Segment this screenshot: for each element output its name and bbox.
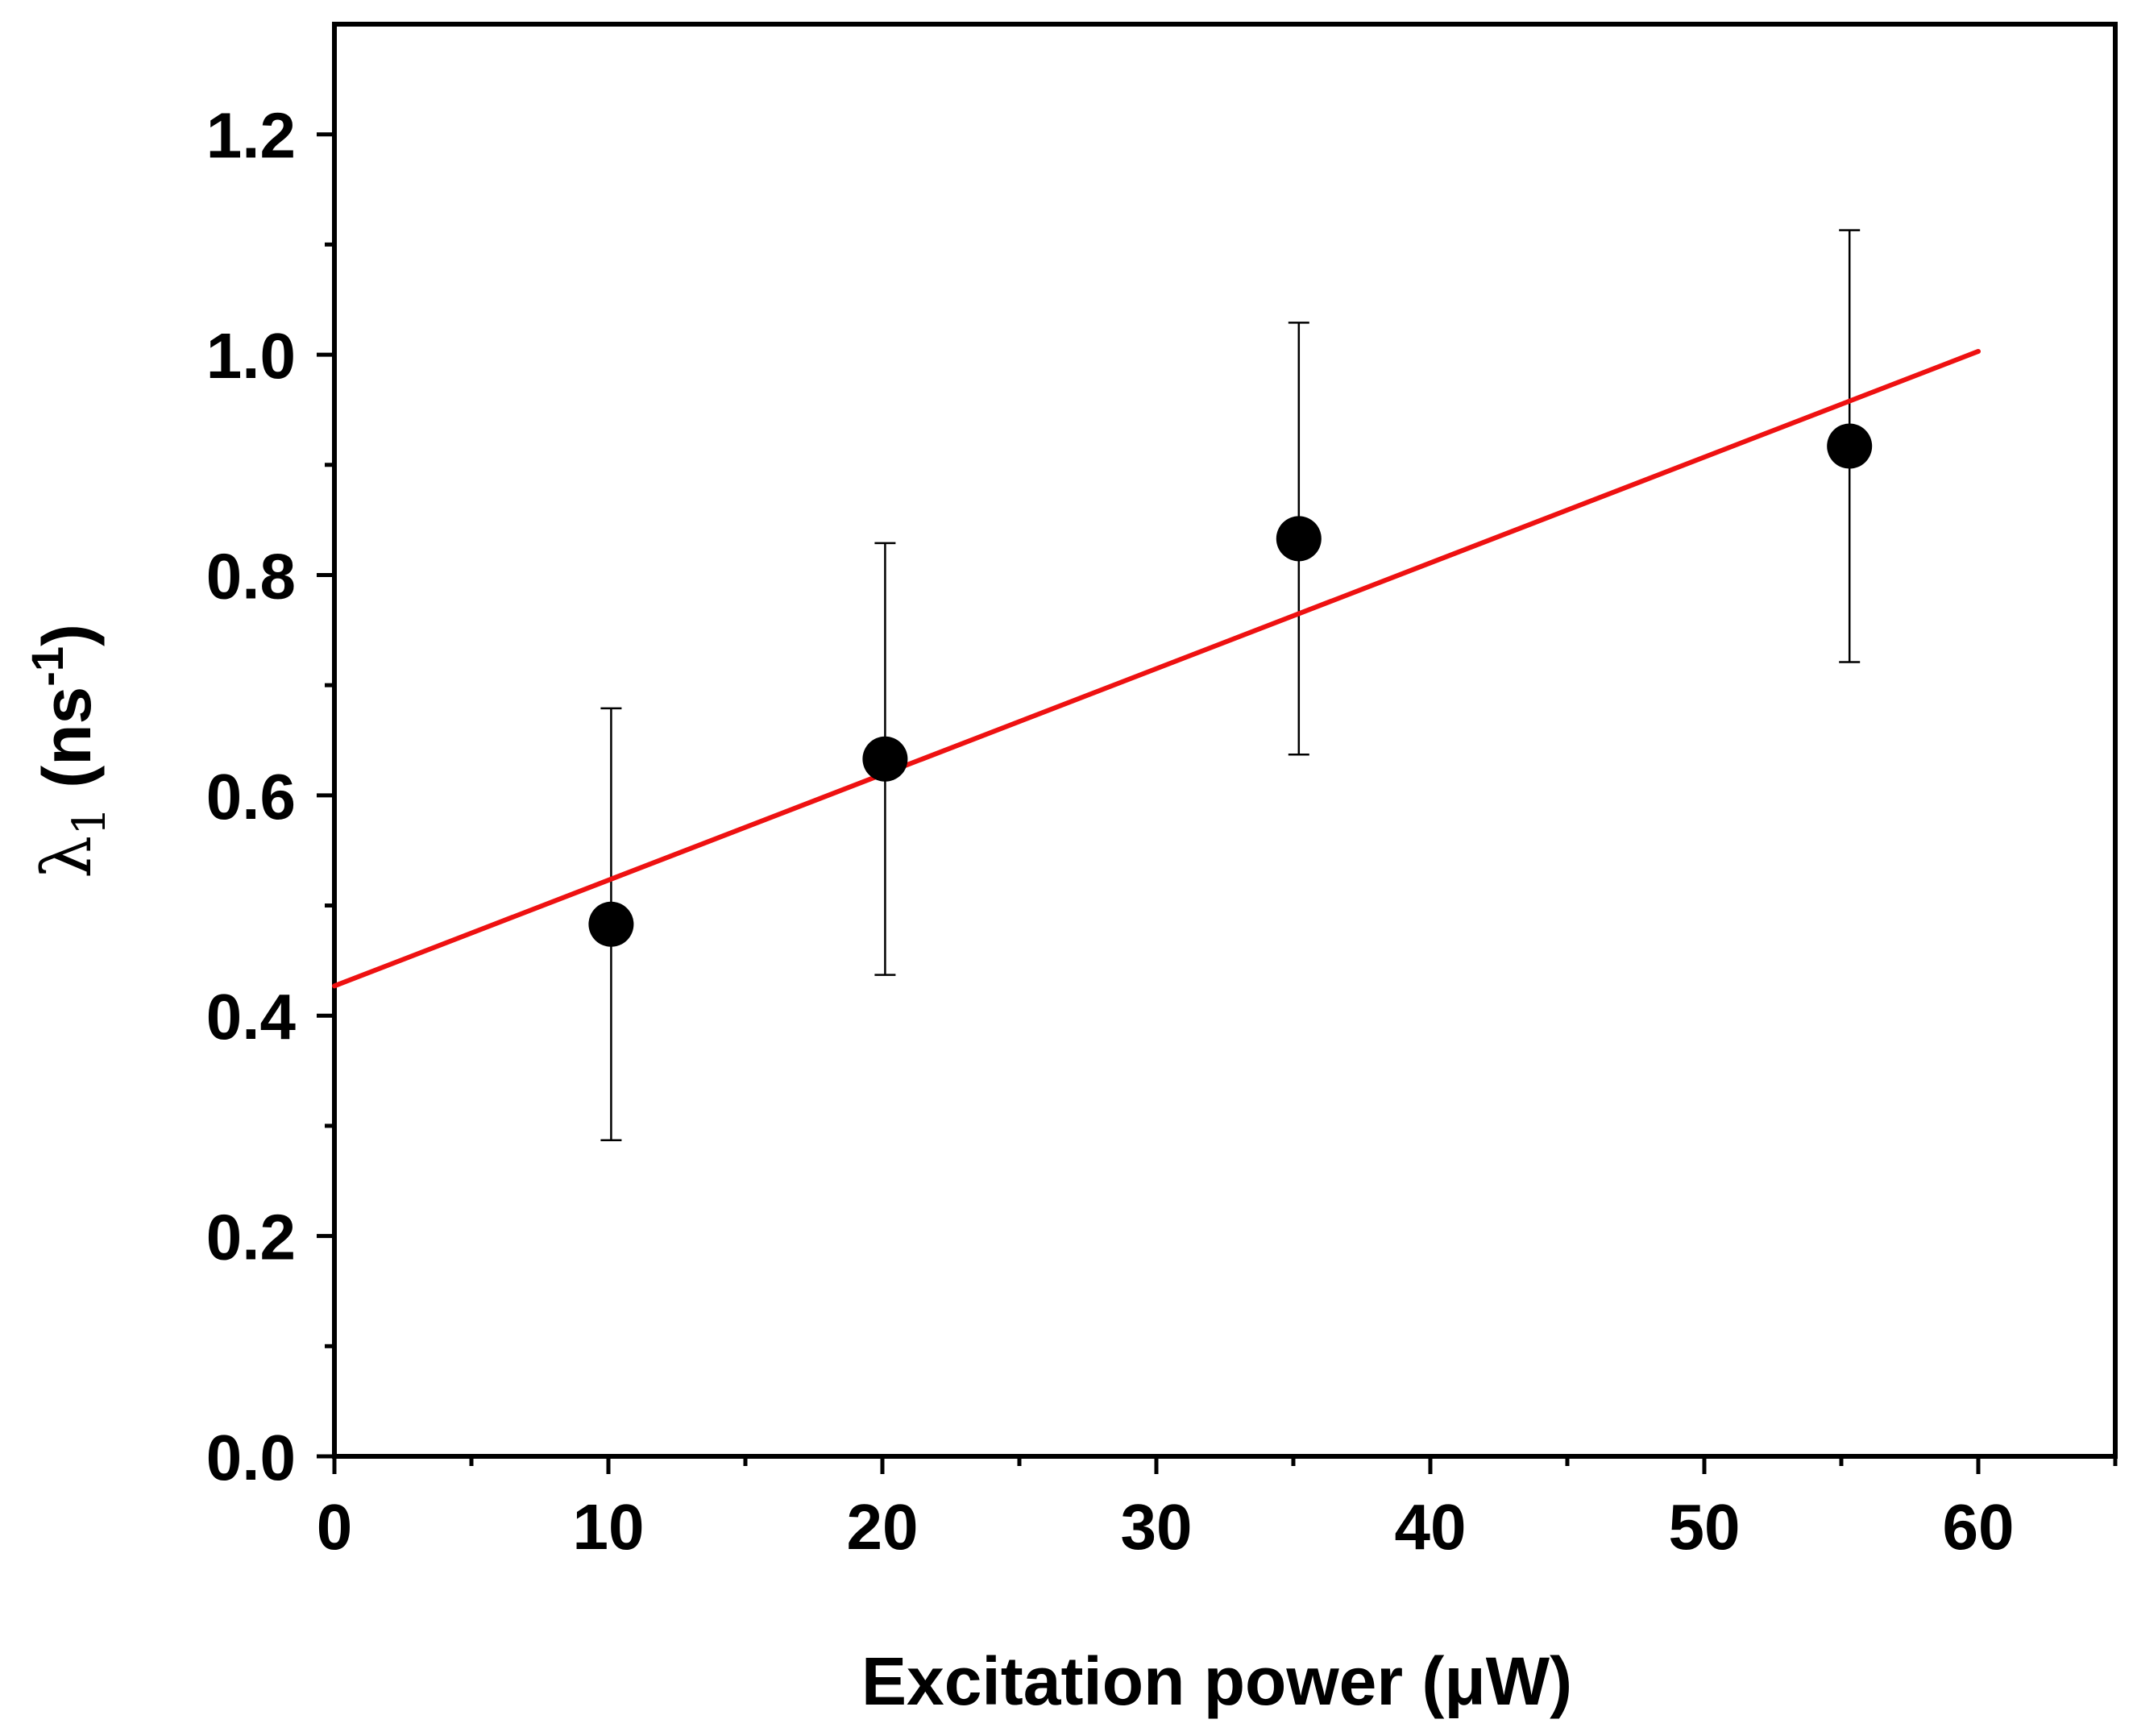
errorbar-layer <box>600 229 1861 1141</box>
y-tick-label: 0.6 <box>206 761 296 833</box>
x-tick-label: 10 <box>573 1491 645 1563</box>
x-tick-label: 20 <box>847 1491 919 1563</box>
y-tick-label: 1.2 <box>206 100 296 172</box>
y-tick-label: 0.0 <box>206 1422 296 1493</box>
y-tick-label: 0.2 <box>206 1202 296 1273</box>
x-axis-title: Excitation power (μW) <box>861 1643 1572 1719</box>
y-tick-label: 1.0 <box>206 320 296 392</box>
y-axis-title-unit-sup: -1 <box>22 646 73 687</box>
y-tick-label: 0.8 <box>206 540 296 612</box>
x-tick-label: 40 <box>1395 1491 1467 1563</box>
data-point <box>588 901 634 947</box>
data-point <box>1276 516 1322 562</box>
x-tick-label: 0 <box>317 1491 353 1563</box>
y-axis-title-symbol: λ <box>27 836 106 878</box>
points-layer <box>588 423 1873 947</box>
axes-layer <box>317 22 2118 1474</box>
x-tick-label: 30 <box>1121 1491 1193 1563</box>
y-tick-label: 0.4 <box>206 981 297 1053</box>
x-tick-label: 50 <box>1669 1491 1741 1563</box>
data-point <box>1827 423 1873 469</box>
y-axis-title-unit-open: (ns <box>29 687 105 807</box>
y-axis-title-subscript: 1 <box>64 807 116 836</box>
x-tick-label: 60 <box>1943 1491 2015 1563</box>
fit-layer <box>332 348 1981 989</box>
fit-line <box>332 348 1981 989</box>
data-point <box>862 736 908 782</box>
y-axis-title-unit-close: ) <box>29 624 105 646</box>
y-axis-title: λ1 (ns-1) <box>22 624 116 878</box>
plot-frame <box>332 22 2118 1459</box>
label-layer: 0 10 20 30 40 50 60 0.0 0.2 0.4 0.6 0.8 1.0 1.2 <box>206 100 2015 1563</box>
